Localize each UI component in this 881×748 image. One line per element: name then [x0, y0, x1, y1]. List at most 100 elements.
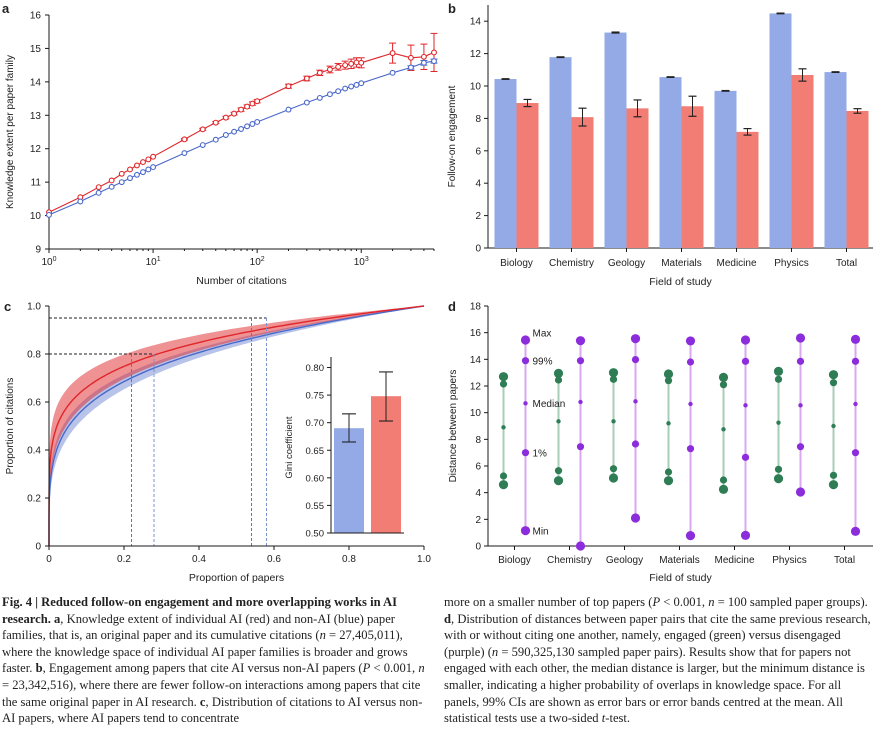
point-disengaged-p1 — [631, 440, 640, 448]
point-engaged-p1 — [829, 471, 838, 479]
inset-y-tick-label: 0.65 — [306, 446, 325, 457]
x-tick-label: Medicine — [716, 258, 756, 269]
point-disengaged-median — [798, 403, 803, 408]
caption-segment: n — [491, 644, 499, 659]
x-tick-label: 1.0 — [417, 554, 431, 565]
panel-label-b: b — [448, 1, 456, 16]
caption-segment: d — [444, 611, 452, 626]
x-tick-label: Chemistry — [547, 555, 592, 566]
point-engaged-median — [831, 423, 836, 429]
bar-non-ai — [549, 57, 572, 248]
x-axis-label: Number of citations — [196, 275, 286, 287]
x-tick-label: Biology — [498, 555, 531, 566]
data-point-non-ai — [118, 179, 125, 186]
data-point-non-ai — [77, 198, 84, 205]
data-point-non-ai — [222, 132, 229, 138]
data-point-ai — [303, 75, 310, 82]
data-point-ai — [389, 50, 396, 57]
data-point-non-ai — [46, 211, 52, 218]
point-engaged-p1 — [719, 476, 728, 484]
point-disengaged-min — [630, 513, 641, 523]
point-disengaged-median — [853, 401, 858, 407]
point-disengaged-min — [740, 530, 751, 540]
data-point-non-ai — [389, 69, 396, 76]
x-axis-label: Proportion of papers — [189, 572, 284, 584]
stat-label: Max — [533, 328, 552, 339]
point-disengaged-p99 — [576, 357, 585, 365]
point-disengaged-min — [795, 487, 806, 497]
data-point-ai — [285, 83, 292, 90]
y-tick-label: 6 — [475, 462, 481, 473]
data-point-ai — [353, 59, 360, 66]
data-point-ai — [140, 159, 146, 166]
caption-segment: , Engagement among papers that cite AI v… — [42, 661, 363, 676]
y-tick-label: 4 — [475, 179, 481, 190]
point-engaged-median — [776, 420, 781, 425]
y-tick-label: 2 — [475, 211, 481, 222]
bar-non-ai — [824, 72, 847, 249]
point-disengaged-median — [578, 399, 583, 405]
point-disengaged-p99 — [851, 357, 860, 365]
x-tick-label: 0 — [46, 554, 52, 565]
point-engaged-max — [553, 368, 564, 378]
data-point-non-ai — [358, 80, 365, 87]
y-tick-label: 0.2 — [27, 494, 41, 505]
data-point-non-ai — [108, 183, 115, 190]
y-tick-label: 1.0 — [27, 302, 41, 313]
stat-label: 99% — [533, 356, 553, 367]
caption-segment: n — [418, 661, 425, 676]
y-tick-label: 8 — [475, 435, 481, 446]
caption-segment: , Knowledge extent of individual AI (red… — [2, 611, 395, 643]
y-tick-label: 0 — [475, 244, 481, 255]
x-tick-label: Physics — [774, 258, 808, 269]
data-point-ai — [134, 162, 140, 169]
panel-c-citation-distribution-chart: 0 0.2 0.4 0.6 0.8 1.0 0 0.2 0.4 0.6 0.8 1.0 Proporti… — [5, 302, 431, 585]
point-disengaged-p1 — [796, 443, 805, 451]
point-engaged-p99 — [609, 375, 618, 383]
x-tick-label: 103 — [354, 256, 369, 268]
data-point-non-ai — [326, 91, 333, 98]
caption-segment: n — [319, 628, 326, 643]
data-point-non-ai — [212, 136, 219, 143]
data-point-non-ai — [95, 189, 102, 196]
data-point-non-ai — [134, 171, 140, 178]
bar-non-ai — [659, 77, 682, 248]
point-engaged-p99 — [829, 379, 838, 387]
point-disengaged-p1 — [576, 443, 585, 451]
point-disengaged-max — [630, 334, 641, 344]
y-tick-label: 11 — [31, 178, 42, 189]
data-point-ai — [108, 177, 115, 184]
y-tick-label: 15 — [30, 44, 42, 55]
inset-y-tick-label: 0.75 — [306, 391, 325, 402]
caption-segment: more on a smaller number of top papers ( — [444, 595, 653, 609]
data-point-non-ai — [316, 94, 323, 101]
y-tick-label: 6 — [475, 146, 481, 157]
point-disengaged-median — [633, 399, 638, 404]
caption-segment: = 590,325,130 sampled paper pairs). Resu… — [444, 644, 865, 726]
inset-y-tick-label: 0.70 — [306, 418, 325, 429]
y-tick-label: 18 — [470, 302, 482, 313]
x-tick-label: 100 — [41, 256, 56, 268]
point-disengaged-p99 — [686, 358, 695, 366]
data-point-ai — [222, 114, 229, 121]
stat-label: 1% — [533, 448, 548, 459]
data-point-non-ai — [150, 164, 157, 171]
inset-y-tick-label: 0.50 — [306, 529, 325, 540]
data-point-non-ai — [140, 169, 146, 176]
data-point-non-ai — [353, 81, 360, 88]
point-engaged-max — [498, 372, 509, 382]
x-tick-label: Materials — [659, 555, 700, 566]
data-point-ai — [348, 60, 355, 67]
bar-non-ai — [494, 79, 517, 248]
data-point-non-ai — [231, 128, 238, 135]
y-tick-label: 12 — [470, 49, 482, 60]
point-engaged-min — [828, 480, 839, 490]
stat-label: Min — [533, 526, 549, 537]
bar-non-ai — [604, 32, 627, 248]
data-point-ai — [431, 49, 437, 56]
point-disengaged-median — [523, 401, 528, 406]
y-axis-label: Follow-on engagement — [447, 85, 458, 187]
point-engaged-min — [718, 484, 729, 494]
point-engaged-p1 — [609, 465, 618, 473]
